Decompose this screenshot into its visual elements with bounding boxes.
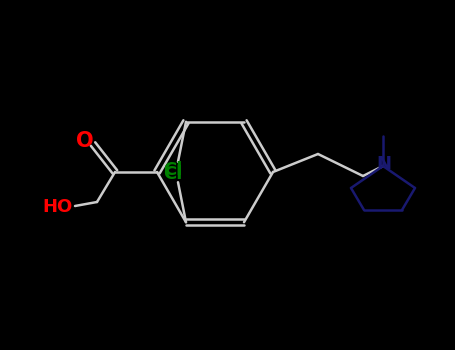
Text: N: N xyxy=(376,155,391,173)
Text: Cl: Cl xyxy=(163,161,183,179)
Text: O: O xyxy=(76,131,94,151)
Text: Cl: Cl xyxy=(163,165,183,183)
Text: HO: HO xyxy=(42,198,72,216)
